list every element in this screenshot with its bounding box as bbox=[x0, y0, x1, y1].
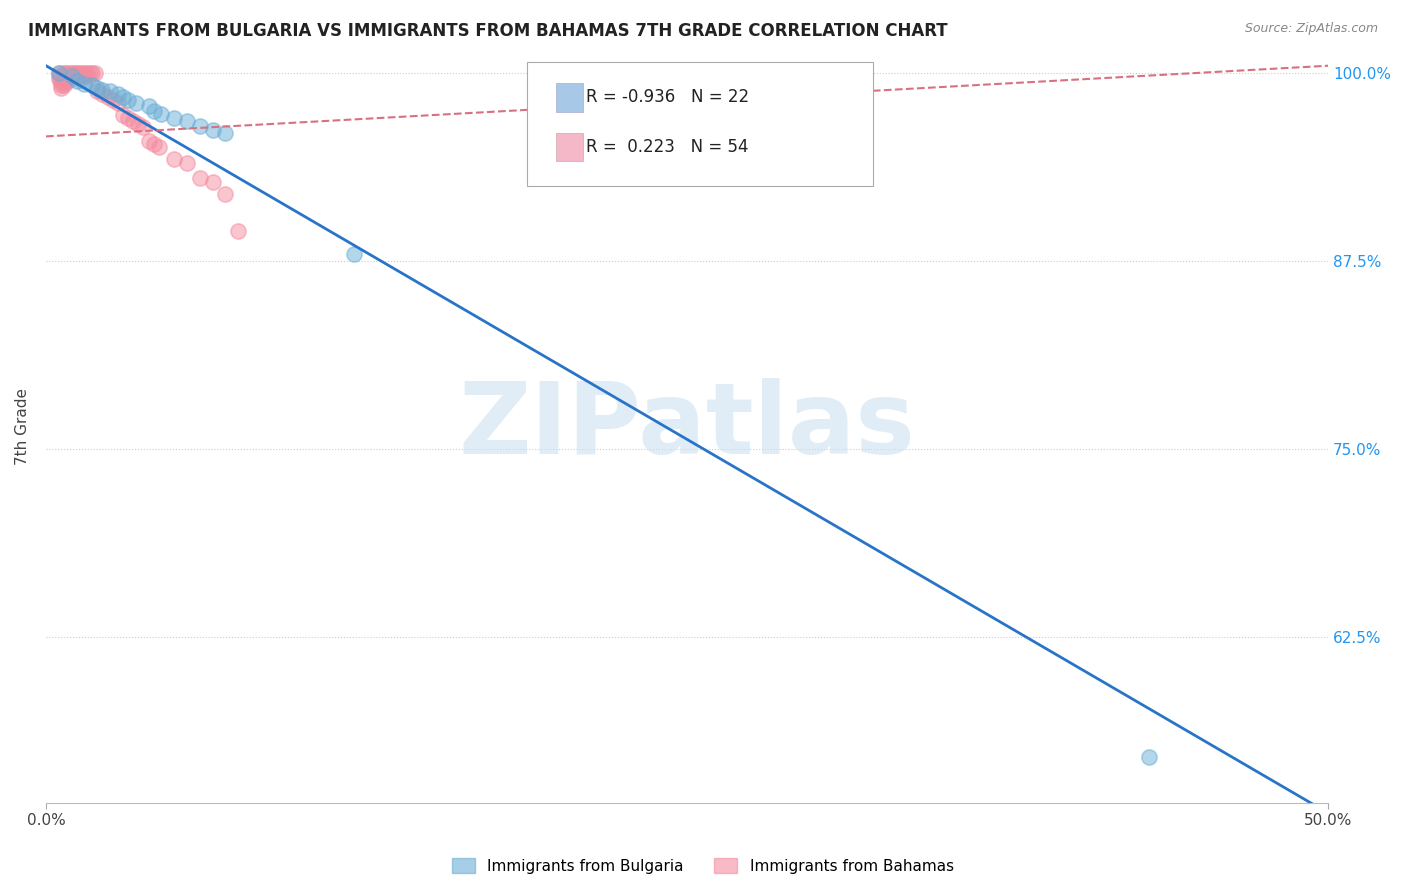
Point bbox=[58, 72, 80, 87]
Point bbox=[138, 99, 160, 113]
Point bbox=[52, 78, 75, 93]
Point bbox=[96, 90, 118, 104]
Point bbox=[82, 66, 104, 80]
Text: IMMIGRANTS FROM BULGARIA VS IMMIGRANTS FROM BAHAMAS 7TH GRADE CORRELATION CHART: IMMIGRANTS FROM BULGARIA VS IMMIGRANTS F… bbox=[28, 22, 948, 40]
Point bbox=[101, 93, 124, 107]
Point bbox=[63, 69, 86, 83]
Point bbox=[55, 66, 77, 80]
Point bbox=[83, 66, 105, 80]
Point bbox=[163, 112, 186, 126]
Point bbox=[52, 66, 75, 80]
Point bbox=[188, 171, 211, 186]
Point bbox=[214, 186, 236, 201]
Text: R = -0.936   N = 22: R = -0.936 N = 22 bbox=[585, 88, 748, 106]
Point bbox=[188, 119, 211, 133]
Point bbox=[125, 96, 148, 111]
Point bbox=[55, 75, 77, 89]
Point bbox=[67, 69, 90, 83]
Point bbox=[98, 84, 121, 98]
Point bbox=[142, 103, 165, 118]
Point bbox=[82, 78, 104, 93]
Point bbox=[73, 66, 96, 80]
Point bbox=[214, 127, 236, 141]
Point bbox=[176, 156, 198, 170]
FancyBboxPatch shape bbox=[527, 62, 873, 186]
Point bbox=[343, 246, 366, 260]
Bar bbox=[557, 83, 583, 112]
Point bbox=[76, 69, 98, 83]
Point bbox=[163, 152, 186, 166]
Point bbox=[51, 78, 73, 93]
Point bbox=[132, 120, 155, 135]
Point bbox=[63, 66, 86, 80]
Point bbox=[127, 117, 149, 131]
Point bbox=[66, 69, 89, 83]
Point bbox=[48, 72, 70, 87]
Point bbox=[66, 74, 89, 88]
Point bbox=[60, 69, 83, 83]
Point bbox=[67, 66, 90, 80]
Point bbox=[148, 140, 170, 154]
Bar bbox=[557, 133, 583, 161]
Point bbox=[55, 69, 77, 83]
Point bbox=[91, 87, 114, 102]
Point bbox=[60, 66, 83, 80]
Point bbox=[48, 66, 70, 80]
Point bbox=[55, 72, 77, 87]
Point bbox=[52, 72, 75, 87]
Point bbox=[51, 75, 73, 89]
Point bbox=[142, 136, 165, 151]
Point bbox=[111, 90, 134, 104]
Point bbox=[52, 69, 75, 83]
Point bbox=[201, 174, 224, 188]
Point bbox=[150, 107, 173, 121]
Point bbox=[73, 69, 96, 83]
Point bbox=[122, 114, 145, 128]
Point bbox=[107, 96, 129, 111]
Point bbox=[52, 75, 75, 89]
Legend: Immigrants from Bulgaria, Immigrants from Bahamas: Immigrants from Bulgaria, Immigrants fro… bbox=[446, 852, 960, 880]
Point bbox=[48, 69, 70, 83]
Point bbox=[1137, 750, 1160, 764]
Point bbox=[117, 93, 139, 107]
Point bbox=[86, 84, 108, 98]
Point bbox=[48, 66, 70, 80]
Point bbox=[117, 112, 139, 126]
Point bbox=[176, 114, 198, 128]
Point bbox=[86, 81, 108, 95]
Point bbox=[107, 87, 129, 102]
Point bbox=[60, 69, 83, 83]
Point bbox=[138, 134, 160, 148]
Text: Source: ZipAtlas.com: Source: ZipAtlas.com bbox=[1244, 22, 1378, 36]
Point bbox=[201, 123, 224, 137]
Point bbox=[91, 83, 114, 97]
Point bbox=[73, 77, 96, 91]
Point bbox=[58, 66, 80, 80]
Point bbox=[111, 108, 134, 122]
Point bbox=[58, 69, 80, 83]
Point bbox=[70, 66, 93, 80]
Point bbox=[76, 66, 98, 80]
Point bbox=[60, 72, 83, 87]
Text: ZIPatlas: ZIPatlas bbox=[458, 378, 915, 475]
Point bbox=[66, 66, 89, 80]
Point bbox=[79, 66, 101, 80]
Text: R =  0.223   N = 54: R = 0.223 N = 54 bbox=[585, 138, 748, 156]
Point bbox=[51, 81, 73, 95]
Y-axis label: 7th Grade: 7th Grade bbox=[15, 388, 30, 465]
Point bbox=[226, 224, 249, 238]
